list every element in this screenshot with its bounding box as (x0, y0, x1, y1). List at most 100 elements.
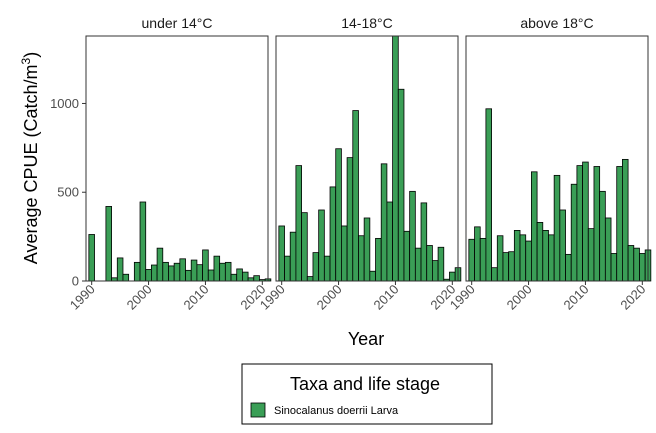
panel-border (85, 35, 269, 282)
bar (341, 225, 348, 282)
bar (162, 261, 169, 282)
legend-box (241, 363, 493, 425)
bar (168, 265, 175, 282)
legend-title: Taxa and life stage (290, 374, 440, 394)
bar (553, 174, 561, 282)
bar (278, 225, 285, 282)
bar (570, 183, 578, 282)
bar (173, 262, 181, 282)
x-tick-label: 2020 (617, 282, 648, 313)
bar (420, 202, 428, 282)
bar (88, 234, 95, 282)
bar (133, 261, 141, 282)
bar (548, 234, 555, 282)
bar (352, 110, 359, 282)
bar (224, 261, 232, 282)
bar (301, 212, 308, 282)
bar (559, 209, 566, 282)
bar (414, 247, 422, 282)
bar (610, 253, 618, 282)
facet-strip-label: under 14°C (142, 15, 213, 31)
bar (289, 231, 297, 282)
bar (502, 252, 510, 282)
bar (230, 273, 238, 282)
bar (542, 230, 549, 282)
bar (236, 268, 243, 282)
x-tick-label: 2000 (314, 282, 345, 313)
bar (485, 108, 492, 282)
x-tick-label: 2010 (561, 282, 592, 313)
y-axis-title-superscript: 3 (19, 57, 33, 64)
bar (479, 237, 487, 282)
bar (496, 235, 504, 282)
bar (151, 264, 158, 282)
x-tick-label: 2000 (504, 282, 535, 313)
bar (593, 166, 601, 282)
y-axis-title: Average CPUE (Catch/m3) (19, 52, 41, 264)
bar (207, 269, 215, 282)
bar (122, 273, 130, 282)
bar (627, 245, 635, 282)
bar (576, 165, 583, 282)
legend-key-swatch (250, 402, 266, 418)
bar (616, 166, 623, 282)
bar (531, 171, 538, 282)
bar (335, 148, 342, 282)
panel-border (275, 35, 459, 282)
bar (565, 253, 572, 282)
y-tick-label: 0 (72, 274, 79, 289)
bar (508, 251, 515, 282)
bar (525, 240, 532, 282)
bar (519, 234, 527, 282)
panel-border (465, 35, 649, 282)
bar (202, 249, 209, 282)
bar (449, 271, 456, 282)
bar (582, 161, 589, 282)
bar (190, 259, 198, 282)
bar (409, 190, 416, 282)
bar (306, 276, 314, 282)
bar (156, 247, 164, 282)
bar (295, 165, 302, 282)
bar (185, 269, 192, 282)
facet-strip-label: above 18°C (520, 15, 593, 31)
bar (392, 35, 399, 282)
bar (599, 190, 606, 282)
bar (513, 230, 521, 282)
bar (219, 262, 226, 282)
bar (536, 222, 544, 282)
bar (432, 260, 439, 282)
bar (323, 255, 331, 282)
bar (145, 269, 152, 282)
bar (213, 255, 221, 282)
bar (386, 201, 393, 282)
bar (329, 186, 337, 282)
bar (426, 245, 433, 282)
bar (318, 209, 325, 282)
bar (380, 163, 388, 282)
bar (403, 230, 411, 282)
bar (358, 235, 365, 282)
bar (284, 255, 291, 282)
bar (397, 88, 405, 282)
facet-strip-label: 14-18°C (341, 15, 393, 31)
bar (639, 253, 646, 282)
bar (474, 226, 481, 282)
x-axis-title: Year (348, 329, 384, 349)
x-tick-label: 2010 (181, 282, 212, 313)
y-tick-label: 1000 (50, 96, 79, 111)
bar (604, 217, 612, 282)
bar (587, 228, 595, 282)
bar (346, 157, 354, 282)
bar (105, 206, 112, 282)
bar (196, 264, 203, 282)
bar (622, 158, 629, 282)
bar (242, 271, 249, 282)
bar (116, 257, 124, 282)
bar (179, 258, 186, 282)
y-axis: 0 500 1000 (50, 96, 86, 289)
